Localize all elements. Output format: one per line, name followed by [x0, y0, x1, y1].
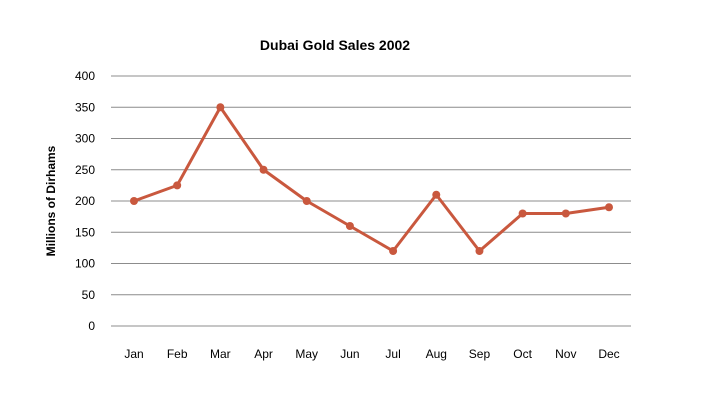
x-tick-label: Nov [555, 347, 576, 361]
chart-title: Dubai Gold Sales 2002 [260, 37, 410, 53]
data-point-sep [475, 247, 484, 255]
data-point-aug [432, 190, 441, 199]
data-point-mar [216, 103, 225, 112]
data-point-jul [389, 247, 398, 255]
data-point-may [302, 197, 311, 205]
y-axis-label: Millions of Dirhams [44, 145, 58, 256]
x-tick-label: Sep [469, 347, 491, 361]
series-layer [130, 103, 613, 255]
x-tick-label: Oct [513, 347, 532, 361]
y-tick-label: 400 [75, 69, 95, 83]
x-tick-label: May [295, 347, 318, 361]
gridlines [111, 75, 631, 327]
y-tick-label: 100 [75, 257, 95, 271]
x-tick-label: Apr [254, 347, 273, 361]
y-tick-label: 350 [75, 100, 95, 114]
x-tick-label: Jul [385, 347, 400, 361]
x-tick-labels: Jan Feb Mar Apr May Jun Jul Aug Sep Oct Nov Dec [124, 347, 619, 361]
data-point-apr [259, 165, 268, 174]
data-point-jan [130, 197, 138, 205]
x-tick-label: Feb [167, 347, 188, 361]
y-tick-label: 300 [75, 132, 95, 146]
y-tick-label: 50 [82, 288, 96, 302]
y-tick-label: 0 [88, 319, 95, 333]
y-tick-label: 250 [75, 163, 95, 177]
data-point-oct [518, 209, 527, 218]
x-tick-label: Dec [598, 347, 619, 361]
data-point-jun [345, 222, 354, 230]
data-point-feb [173, 181, 182, 190]
data-point-dec [605, 203, 613, 212]
data-point-nov [561, 209, 570, 218]
series-line [132, 105, 611, 253]
x-tick-label: Mar [210, 347, 231, 361]
y-tick-label: 200 [75, 194, 95, 208]
x-tick-label: Jun [340, 347, 359, 361]
y-tick-labels: 0 50 100 150 200 250 300 350 400 [75, 69, 95, 333]
y-tick-label: 150 [75, 225, 95, 239]
x-tick-label: Jan [124, 347, 143, 361]
x-tick-label: Aug [426, 347, 447, 361]
